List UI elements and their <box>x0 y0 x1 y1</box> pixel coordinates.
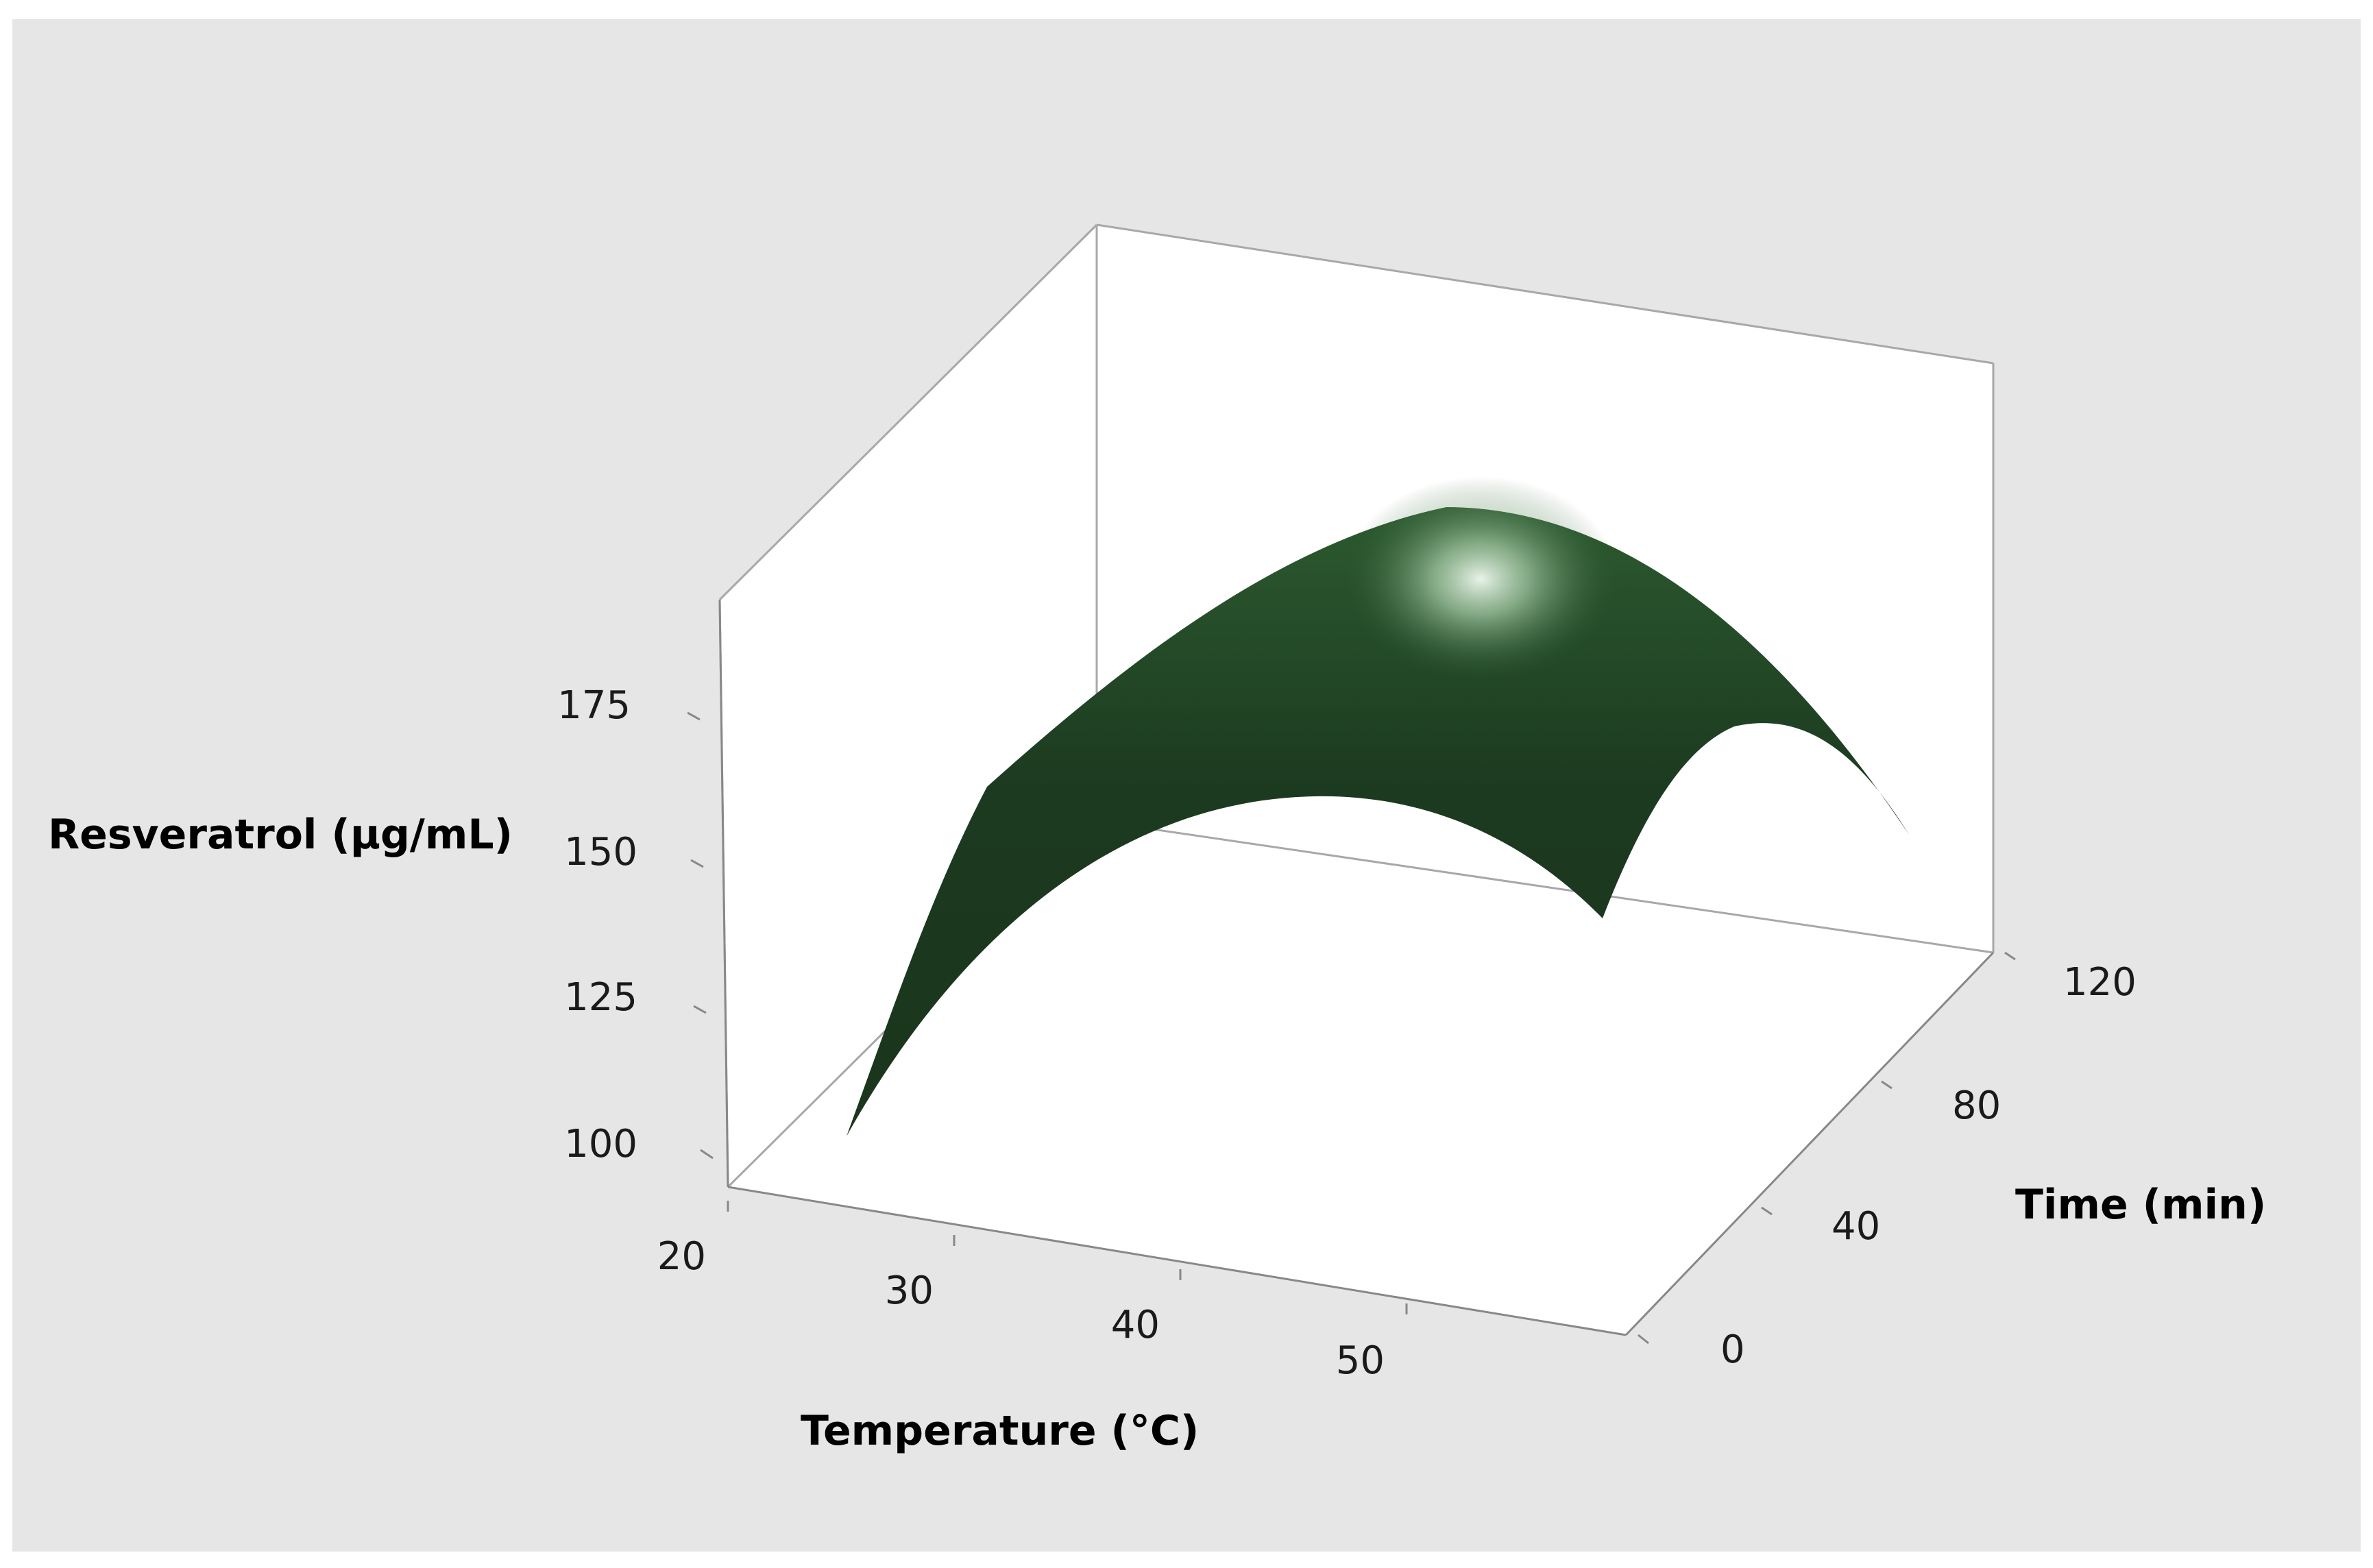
x-axis-ticks: 20 30 40 50 <box>657 1234 1385 1383</box>
surface-highlight <box>1343 476 1618 682</box>
back-wall-left <box>720 225 1097 1187</box>
z-tick-label: 125 <box>564 975 637 1020</box>
x-tick-label: 50 <box>1336 1338 1385 1383</box>
front-axes <box>718 599 1995 1336</box>
floor-pane <box>728 821 1993 1335</box>
x-tick-label: 40 <box>1111 1303 1160 1347</box>
x-tick-label: 30 <box>885 1269 934 1313</box>
z-axis-title: Resveratrol (µg/mL) <box>48 811 513 859</box>
y-tick-label: 40 <box>1832 1204 1880 1249</box>
y-tick-label: 0 <box>1720 1327 1745 1372</box>
y-tick-label: 80 <box>1952 1083 2001 1128</box>
response-surface <box>847 476 1909 1136</box>
x-tick-label: 20 <box>657 1234 706 1279</box>
z-tick-label: 100 <box>564 1122 637 1166</box>
z-tick-label: 150 <box>564 830 637 874</box>
z-tick-label: 175 <box>557 683 631 728</box>
y-tick-label: 120 <box>2063 960 2137 1005</box>
y-axis-title: Time (min) <box>2015 1181 2266 1229</box>
y-axis-ticks: 0 40 80 120 <box>1720 960 2137 1372</box>
tick-marks <box>687 711 2016 1345</box>
surface-body <box>847 507 1909 1136</box>
z-axis-ticks: 100 125 150 175 <box>557 683 637 1166</box>
x-axis-title: Temperature (°C) <box>801 1407 1199 1455</box>
